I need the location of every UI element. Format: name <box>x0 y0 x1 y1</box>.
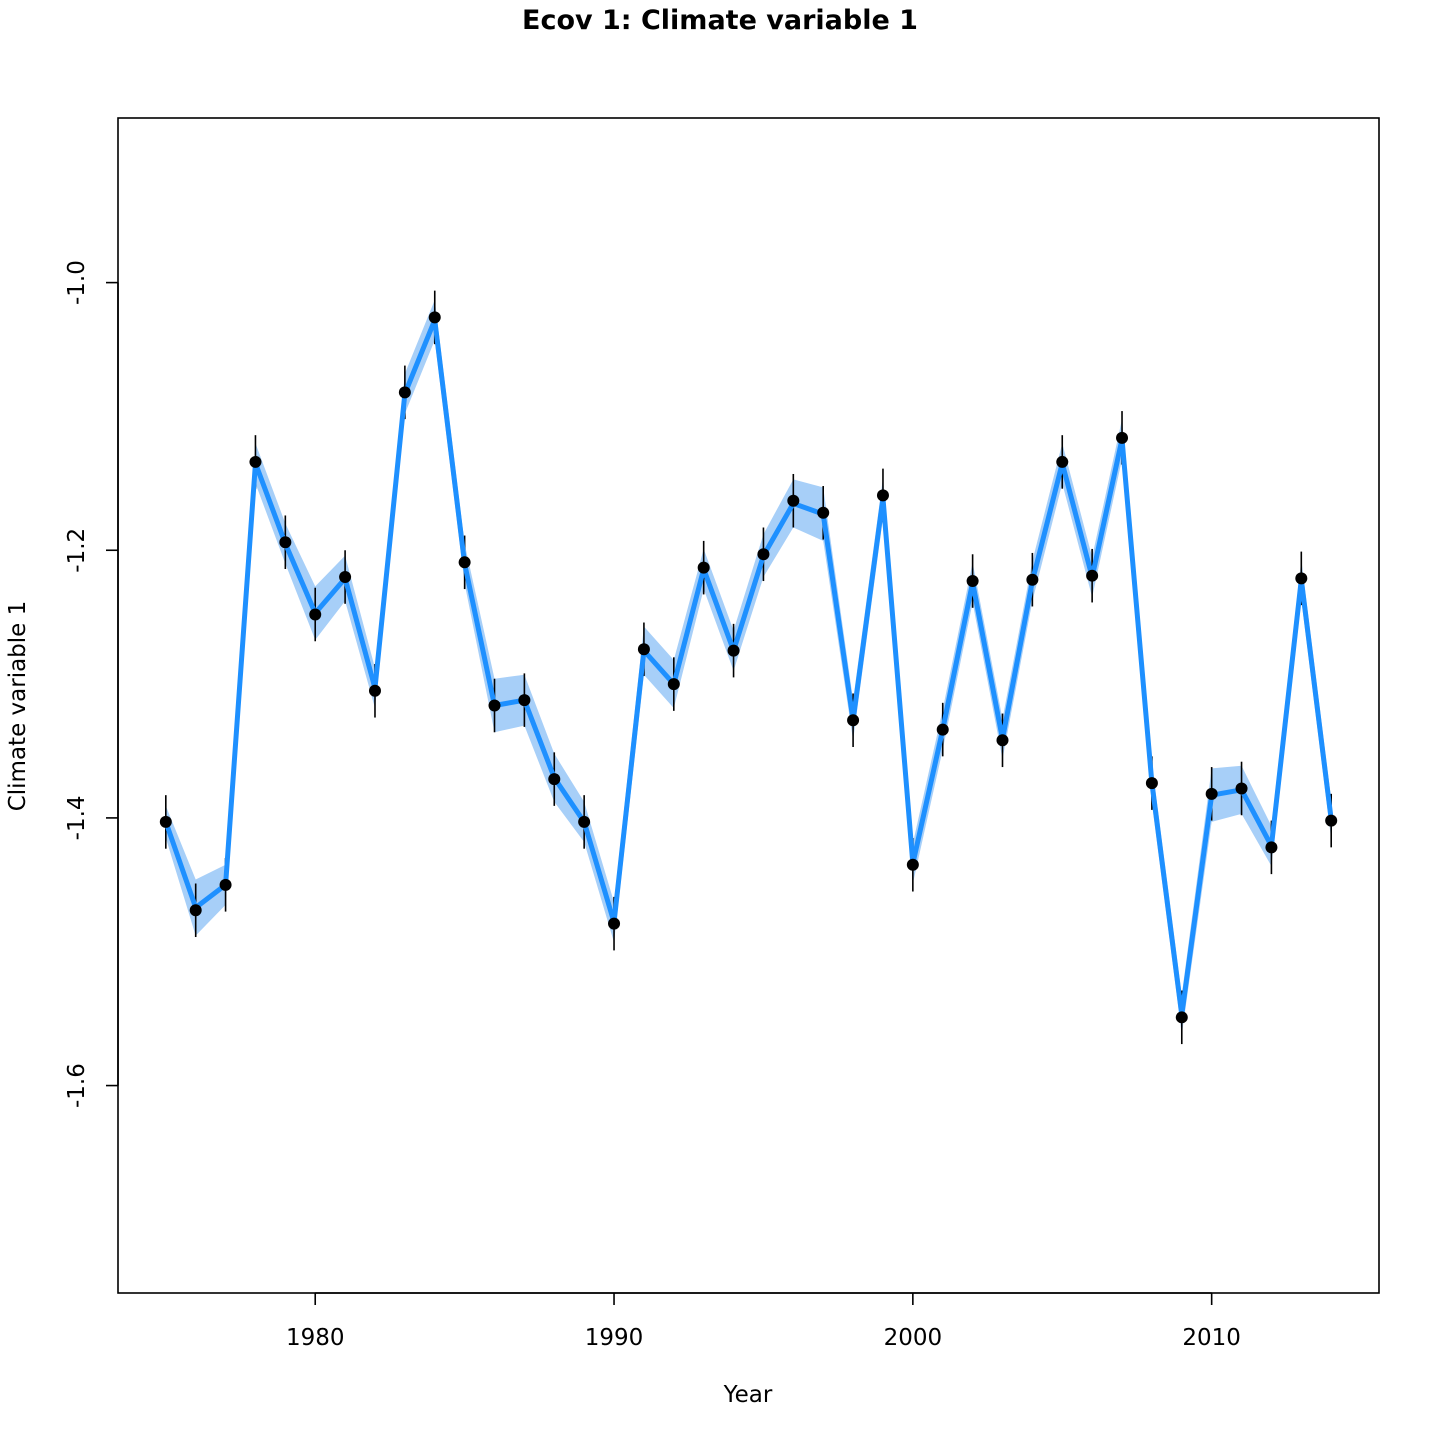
data-point-1995 <box>757 548 770 561</box>
x-tick-label-2000: 2000 <box>884 1325 943 1351</box>
data-point-2011 <box>1235 782 1248 795</box>
plot-frame <box>117 117 1380 1294</box>
data-point-2005 <box>1056 455 1069 468</box>
data-point-1978 <box>249 455 262 468</box>
data-point-1996 <box>787 494 800 507</box>
x-axis-label: Year <box>723 1382 773 1408</box>
data-point-1984 <box>428 311 441 324</box>
error-bar-layer <box>165 290 1332 1045</box>
data-point-1986 <box>488 699 501 712</box>
point-layer <box>159 311 1338 1024</box>
x-tick-label-1980: 1980 <box>286 1325 345 1351</box>
data-point-1987 <box>518 694 531 707</box>
data-point-1988 <box>548 773 561 786</box>
confidence-band-layer <box>165 300 1332 1035</box>
data-point-1981 <box>339 571 352 584</box>
y-tick-label--1.6: -1.6 <box>64 1063 90 1108</box>
data-point-1975 <box>159 815 172 828</box>
y-tick-label--1.2: -1.2 <box>64 528 90 573</box>
data-point-1980 <box>309 608 322 621</box>
data-point-2004 <box>1026 573 1039 586</box>
data-point-2002 <box>966 575 979 588</box>
data-point-2012 <box>1265 841 1278 854</box>
x-axis: 1980 1990 2000 2010 <box>286 1292 1241 1351</box>
data-point-2006 <box>1086 569 1099 582</box>
x-tick-label-1990: 1990 <box>585 1325 644 1351</box>
data-point-1976 <box>189 904 202 917</box>
data-point-1985 <box>458 556 471 569</box>
fitted-line <box>163 317 1334 1018</box>
data-point-1979 <box>279 536 292 549</box>
data-point-2009 <box>1175 1011 1188 1024</box>
data-point-1983 <box>398 386 411 399</box>
data-point-2013 <box>1295 572 1308 585</box>
data-point-1977 <box>219 878 232 891</box>
y-axis: -1.0 -1.2 -1.4 -1.6 <box>64 260 119 1108</box>
data-point-1998 <box>847 714 860 727</box>
y-axis-label: Climate variable 1 <box>5 601 31 812</box>
data-point-2008 <box>1145 777 1158 790</box>
data-point-2001 <box>936 723 949 736</box>
y-tick-label--1: -1.0 <box>64 260 90 305</box>
x-tick-label-2010: 2010 <box>1182 1325 1241 1351</box>
data-point-2014 <box>1325 814 1338 827</box>
series-line-layer <box>163 317 1334 1018</box>
data-point-2000 <box>906 858 919 871</box>
data-point-1997 <box>817 506 830 519</box>
data-point-1989 <box>578 815 591 828</box>
data-point-2007 <box>1116 431 1129 444</box>
data-point-1982 <box>368 684 381 697</box>
y-tick-label--1.4: -1.4 <box>64 795 90 840</box>
data-point-2010 <box>1205 787 1218 800</box>
data-point-1990 <box>608 917 621 930</box>
data-point-2003 <box>996 734 1009 747</box>
data-point-1991 <box>637 643 650 656</box>
data-point-1994 <box>727 644 740 657</box>
data-point-1993 <box>697 561 710 574</box>
confidence-band <box>165 300 1332 1035</box>
data-point-1999 <box>876 489 889 502</box>
data-point-1992 <box>667 678 680 691</box>
chart-title: Ecov 1: Climate variable 1 <box>522 5 918 36</box>
